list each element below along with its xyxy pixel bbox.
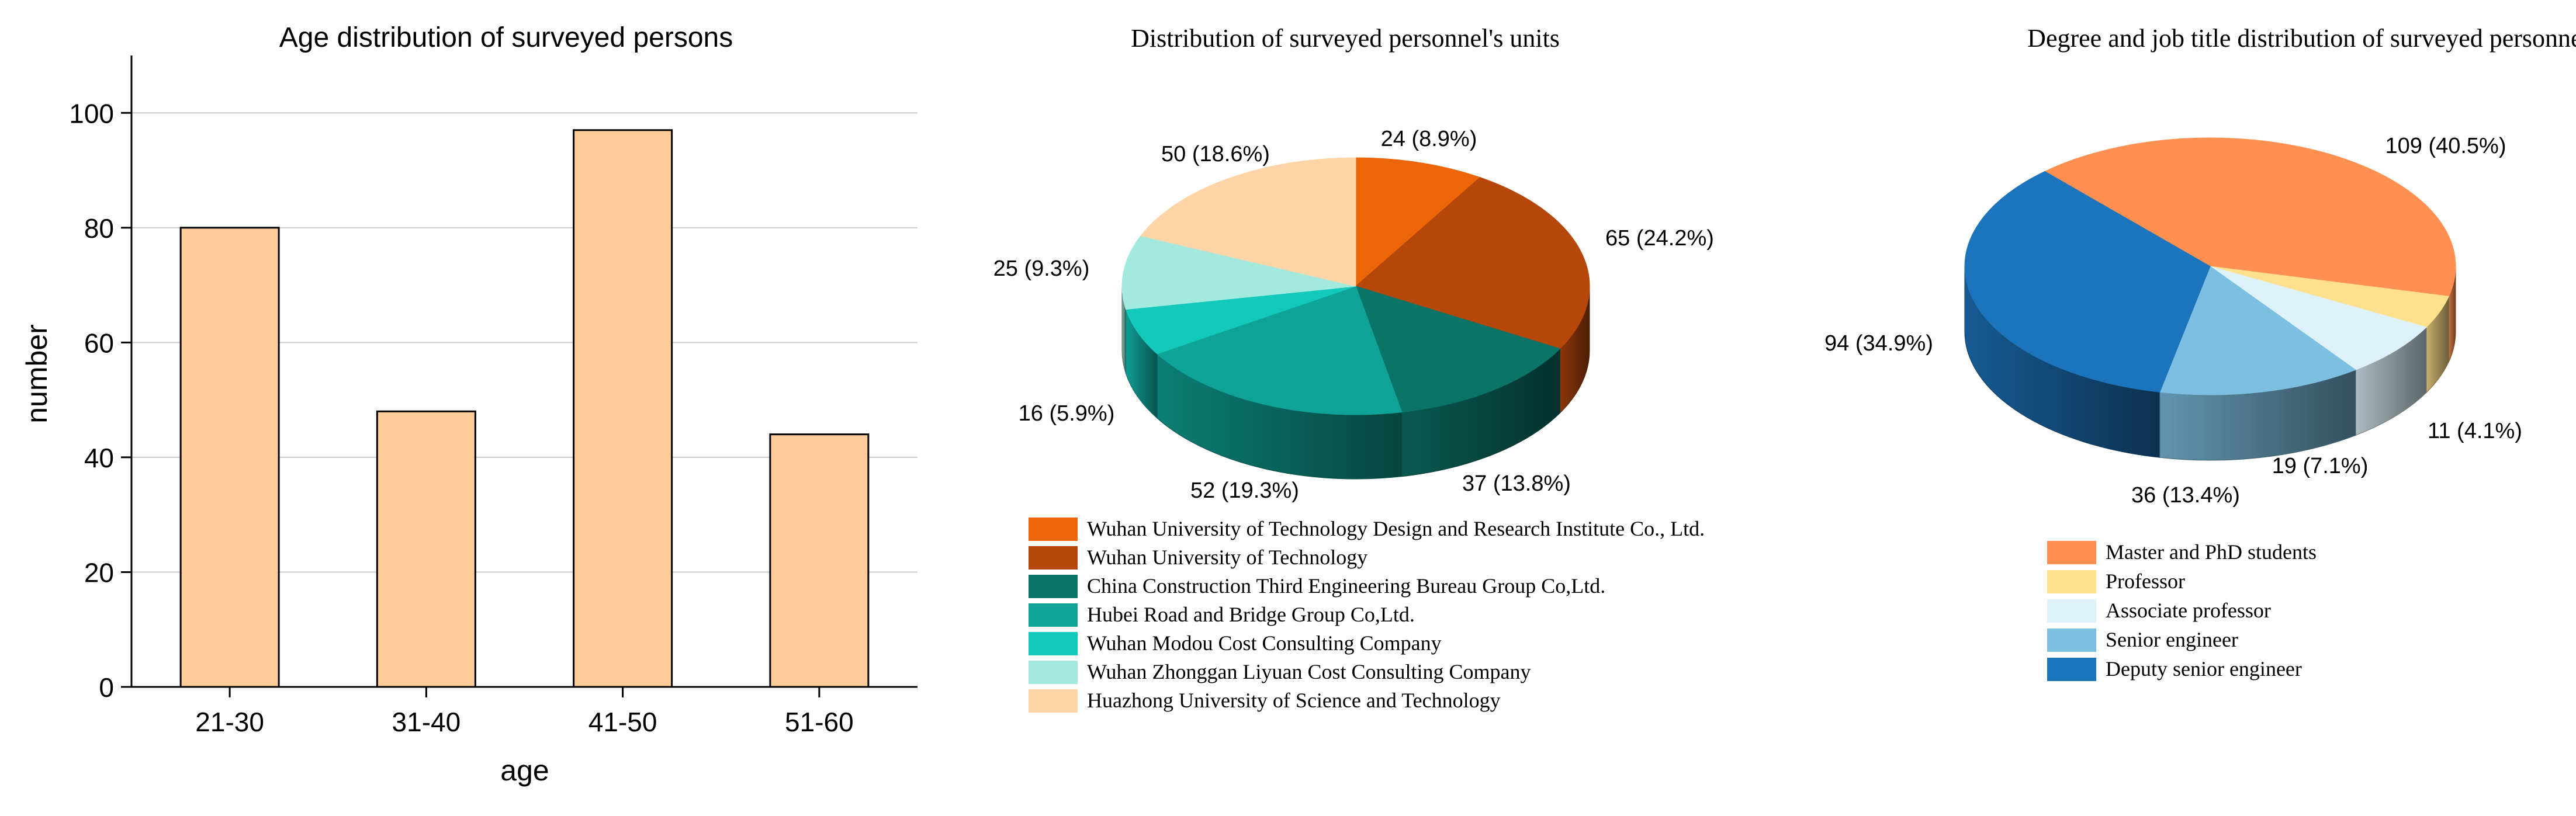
pie-slice: [1964, 171, 2211, 393]
pie-slice: [1157, 286, 1403, 415]
units-pie-legend: Wuhan University of Technology Design an…: [1029, 517, 1705, 713]
legend-label: Professor: [2106, 570, 2185, 593]
legend-label: Associate professor: [2106, 599, 2271, 622]
units-pie-title: Distribution of surveyed personnel's uni…: [1131, 24, 1560, 53]
legend-label: Wuhan University of Technology: [1087, 546, 1367, 569]
legend-swatch: [2047, 541, 2096, 564]
legend-label: Huazhong University of Science and Techn…: [1087, 689, 1501, 712]
bar-y-tick-label: 100: [69, 98, 114, 129]
bar: [573, 129, 673, 688]
pie-value-label: 25 (9.3%): [993, 256, 1090, 281]
legend-label: Wuhan University of Technology Design an…: [1087, 517, 1705, 540]
bar-chart: Age distribution of surveyed persons 0 20…: [20, 22, 917, 787]
pie-slice: [1355, 177, 1590, 349]
bar-x-tick-label: 51-60: [785, 707, 854, 737]
bar-y-tick-label: 60: [84, 328, 114, 358]
pie-value-label: 65 (24.2%): [1605, 226, 1714, 251]
bar-x-tick-label: 31-40: [392, 707, 461, 737]
bar-y-axis-label: number: [20, 324, 53, 423]
legend-swatch: [1029, 518, 1078, 541]
legend-swatch: [2047, 629, 2096, 652]
degree-pie: [1964, 137, 2456, 461]
pie-value-label: 19 (7.1%): [2272, 454, 2369, 478]
bar-y-tick-label: 40: [84, 443, 114, 473]
degree-pie-legend: Master and PhD students Professor Associat…: [2047, 540, 2317, 681]
pie-value-label: 36 (13.4%): [2131, 483, 2240, 508]
pie-value-label: 50 (18.6%): [1161, 142, 1270, 166]
pie-value-label: 94 (34.9%): [1824, 331, 1933, 356]
bar-x-axis-label: age: [500, 754, 549, 787]
legend-swatch: [1029, 632, 1078, 655]
pie-slice: [1121, 235, 1356, 310]
pie-value-label: 37 (13.8%): [1462, 471, 1571, 496]
units-pie: [1121, 157, 1590, 480]
legend-label: Senior engineer: [2106, 628, 2238, 651]
bar-y-ticks: 0 20 40 60 80 100: [69, 98, 131, 703]
legend-label: China Construction Third Engineering Bur…: [1087, 574, 1605, 598]
legend-label: Master and PhD students: [2106, 540, 2317, 564]
legend-swatch: [1029, 575, 1078, 598]
pie-value-label: 16 (5.9%): [1019, 401, 1115, 426]
bar-y-tick-label: 0: [99, 672, 114, 703]
pie-slice: [2159, 266, 2356, 395]
bar-x-tick-label: 21-30: [195, 707, 264, 737]
pie-value-label: 24 (8.9%): [1381, 127, 1477, 151]
bar-y-tick-label: 80: [84, 213, 114, 244]
degree-pie-chart: Degree and job title distribution of sur…: [1824, 24, 2576, 681]
bar-x-ticks: 21-30 31-40 41-50 51-60: [195, 687, 854, 737]
legend-label: Wuhan Modou Cost Consulting Company: [1087, 631, 1442, 655]
pie-slice: [2044, 137, 2456, 297]
pie-value-label: 109 (40.5%): [2385, 134, 2506, 158]
legend-swatch: [1029, 546, 1078, 570]
bar: [179, 227, 280, 688]
bar-chart-title: Age distribution of surveyed persons: [279, 22, 733, 53]
legend-swatch: [1029, 603, 1078, 627]
bar-series: [179, 129, 870, 688]
bar-y-tick-label: 20: [84, 557, 114, 588]
legend-swatch: [1029, 689, 1078, 713]
pie-value-label: 11 (4.1%): [2428, 419, 2522, 443]
degree-pie-labels: 109 (40.5%) 11 (4.1%) 19 (7.1%) 36 (13.4%) 9…: [1824, 134, 2522, 508]
degree-pie-title: Degree and job title distribution of sur…: [2027, 24, 2576, 53]
legend-swatch: [2047, 658, 2096, 681]
legend-label: Deputy senior engineer: [2106, 657, 2302, 680]
bar: [769, 433, 870, 688]
pie-slice: [1355, 157, 1481, 287]
pie-slice: [1355, 286, 1561, 413]
legend-swatch: [1029, 661, 1078, 684]
pie-slice: [2210, 266, 2427, 370]
bar-x-tick-label: 41-50: [588, 707, 657, 737]
pie-slice: [1140, 157, 1356, 287]
legend-swatch: [2047, 599, 2096, 623]
legend-label: Wuhan Zhonggan Liyuan Cost Consulting Co…: [1087, 660, 1531, 683]
units-pie-chart: Distribution of surveyed personnel's uni…: [993, 24, 1714, 713]
units-pie-labels: 24 (8.9%) 65 (24.2%) 37 (13.8%) 52 (19.3%) 1…: [993, 127, 1714, 503]
legend-label: Hubei Road and Bridge Group Co,Ltd.: [1087, 603, 1415, 626]
pie-value-label: 52 (19.3%): [1190, 478, 1299, 503]
bar: [376, 410, 476, 688]
pie-slice: [1125, 286, 1356, 355]
legend-swatch: [2047, 570, 2096, 593]
